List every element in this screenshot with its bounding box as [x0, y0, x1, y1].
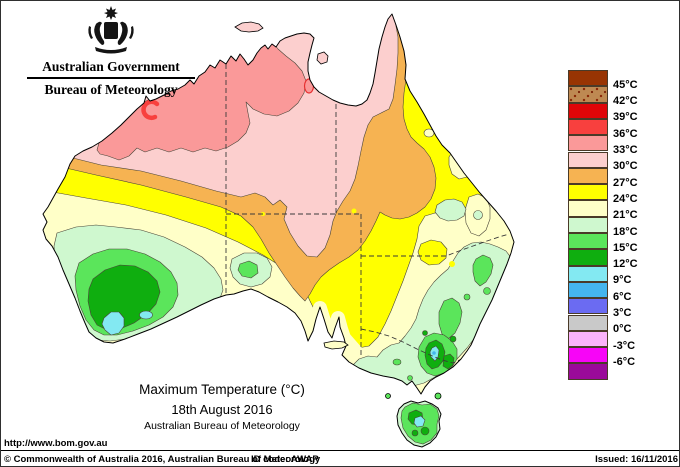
green-dot-qld-3 [458, 158, 466, 166]
legend-swatch-42_45 [568, 86, 608, 103]
bom-url: http://www.bom.gov.au [4, 438, 108, 449]
title-block: Maximum Temperature (°C) 18th August 201… [72, 382, 372, 432]
map-date: 18th August 2016 [171, 402, 273, 417]
band-12-15-tasmania-3 [411, 429, 419, 437]
legend-swatch-45_plus [568, 70, 608, 87]
legend-label: 27°C [613, 176, 638, 189]
legend-label: 33°C [613, 144, 638, 156]
legend-swatch-36_39 [568, 118, 608, 136]
legend-swatch-3_6 [568, 298, 608, 315]
legend-swatch-27_30 [568, 167, 608, 185]
cream-pocket-qld-mid [448, 147, 475, 180]
legend-swatch-12_15 [568, 249, 608, 266]
legend-label: 3°C [613, 307, 632, 319]
band-9-12-southwest-2 [139, 310, 153, 320]
band-36-39-pilbara-spot [141, 99, 160, 120]
legend-swatch-33_36 [568, 135, 608, 152]
map-organisation: Australian Bureau of Meteorology [144, 420, 300, 432]
legend-label: 24°C [613, 192, 638, 205]
warm-spot-gulf [303, 78, 315, 94]
legend-label: 30°C [613, 160, 638, 173]
wattle-right-icon [129, 26, 134, 39]
green-dot-vic-2 [407, 375, 413, 381]
cream-pocket-qld-north [443, 78, 469, 127]
kangaroo-island [323, 340, 349, 350]
band-9-12-southwest [101, 311, 125, 336]
band-12-15-tasmania-2 [420, 426, 430, 436]
legend-label: 18°C [613, 225, 638, 238]
legend-label: 39°C [613, 111, 638, 124]
legend-label: 0°C [613, 323, 632, 336]
green-dot-qld-1 [450, 90, 458, 98]
legend-label: 15°C [613, 241, 638, 254]
band-15-18-central-ranges [438, 297, 463, 340]
legend-swatch-15_18 [568, 233, 608, 250]
map-title: Maximum Temperature (°C) [139, 382, 305, 397]
band-9-12-tasmania [413, 415, 426, 428]
legend-swatch-24_27 [568, 184, 608, 201]
legend-swatch-18_21 [568, 216, 608, 233]
header-block: Australian Government Bureau of Meteorol… [21, 5, 201, 98]
legend-label: 9°C [613, 274, 632, 287]
legend-swatch-0_3 [568, 314, 608, 331]
legend-label: 36°C [613, 127, 638, 140]
mainland-coastline [42, 13, 515, 395]
legend-label: -3°C [613, 339, 636, 352]
legend-swatch-9_12 [568, 265, 608, 282]
copyright-text: © Commonwealth of Australia 2016, Austra… [4, 454, 321, 465]
legend-swatch-6_9 [568, 281, 608, 299]
green-dot-se-2 [463, 293, 471, 301]
legend-label: 21°C [613, 209, 638, 222]
yellow-dot-sa-1 [351, 208, 357, 214]
band-18-21-newengland [434, 198, 467, 222]
groote-eylandt [316, 51, 329, 65]
band-12-15-dot-1 [449, 335, 457, 343]
government-title: Australian Government [42, 59, 180, 74]
wattle-left-icon [88, 26, 93, 39]
scroll-icon [95, 47, 127, 54]
legend-label: 6°C [613, 290, 632, 303]
legend-label: -6°C [613, 355, 636, 368]
band-6-9-snowy-dot [432, 351, 436, 355]
kangaroo-icon [94, 21, 105, 45]
green-dot-nsw-coast [503, 255, 509, 261]
band-12-15-alps-2 [442, 353, 455, 370]
agency-title: Bureau of Meteorology [44, 81, 178, 97]
green-dot-se-1 [483, 287, 491, 295]
id-code: ID code: AWAP [251, 454, 319, 465]
coat-of-arms [88, 6, 134, 54]
green-dot-qld-4 [473, 210, 483, 220]
green-dot-vic-1 [392, 358, 402, 366]
header-divider [27, 77, 195, 79]
king-island [385, 393, 391, 399]
melville-island [234, 21, 264, 33]
commonwealth-star-icon [104, 6, 118, 20]
flinders-island [434, 392, 442, 400]
legend-label: 42°C [613, 95, 638, 108]
band-12-15-dot-2 [422, 330, 428, 336]
islands [234, 21, 442, 400]
yellow-dot-nsw [449, 261, 455, 267]
legend-label: 45°C [613, 78, 638, 91]
band-15-18-tablelands [472, 254, 494, 287]
legend-swatch-39_42 [568, 102, 608, 119]
legend-swatch-30_33 [568, 151, 608, 168]
legend-swatch-n6_n3 [568, 347, 608, 364]
green-dot-qld-2 [453, 105, 461, 113]
footer-divider [1, 450, 679, 451]
legend-swatch-below_n6 [568, 363, 608, 380]
issued-date: Issued: 16/11/2016 [595, 454, 678, 465]
legend-swatch-n3_0 [568, 330, 608, 348]
legend-swatch-21_24 [568, 200, 608, 217]
band-15-18-bight [237, 260, 259, 279]
state-borders [225, 64, 510, 364]
tasmania-coastline [396, 400, 442, 448]
legend-label: 12°C [613, 258, 638, 271]
emu-icon [117, 21, 128, 45]
